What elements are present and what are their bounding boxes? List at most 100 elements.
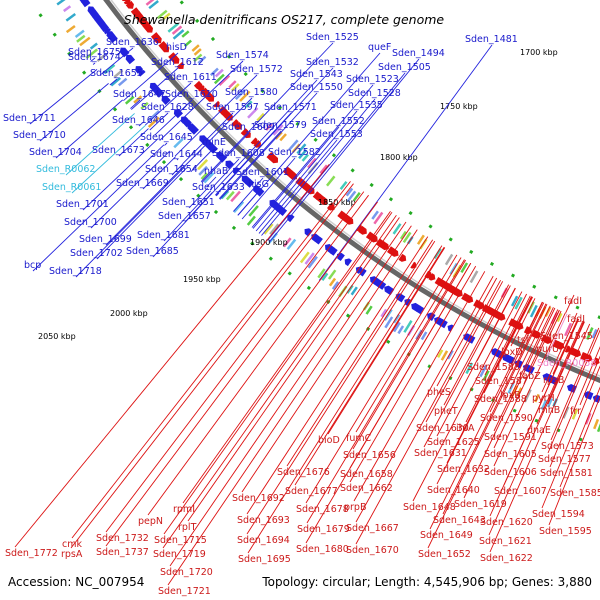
forward-gene-leader xyxy=(219,92,318,200)
reverse-gene-leader xyxy=(465,295,531,423)
forward-gene-leader xyxy=(75,165,186,278)
reverse-gene-leader xyxy=(349,265,477,483)
reverse-gene-leader xyxy=(488,321,585,536)
reverse-gene-leader xyxy=(552,318,579,375)
forward-gene-label: Sden_1711 xyxy=(3,113,56,124)
genome-backbone xyxy=(103,0,600,384)
forward-gene-label: Sden_1574 xyxy=(216,50,269,61)
forward-gene-label: Sden_1553 xyxy=(310,129,363,140)
forward-gene-leader xyxy=(142,156,176,190)
reverse-cds xyxy=(218,105,227,115)
reverse-cog-band xyxy=(307,157,317,169)
kbp-label: 1900 kbp xyxy=(250,238,288,247)
forward-gene-leader xyxy=(163,190,212,242)
forward-cog-band xyxy=(286,238,297,250)
reverse-cog-band xyxy=(256,112,265,122)
forward-gene-label: Sden_1535 xyxy=(330,100,383,111)
forward-cog-band xyxy=(56,0,68,6)
forward-gene-leader xyxy=(174,74,258,157)
reverse-gene-label: pepN xyxy=(138,516,163,527)
forward-gene-label: Sden_1525 xyxy=(306,32,359,43)
reverse-cog-band xyxy=(514,296,523,310)
reverse-gene-leader xyxy=(436,277,498,387)
forward-cds xyxy=(325,244,336,254)
rna-gene-label: Sden_R0062 xyxy=(36,164,95,175)
reverse-cog-band xyxy=(247,107,259,119)
reverse-cog-band xyxy=(231,83,240,92)
forward-cog-band xyxy=(76,34,86,43)
forward-cds xyxy=(87,6,95,14)
forward-cds xyxy=(199,135,209,145)
reverse-gene-label: tsf xyxy=(517,335,530,346)
forward-cog-band xyxy=(197,158,209,171)
forward-cog-band xyxy=(113,69,124,79)
pseudo-gene-leader xyxy=(546,313,568,358)
reverse-gene-leader xyxy=(547,329,600,454)
forward-cog-band xyxy=(246,215,256,226)
forward-cog-band xyxy=(331,281,340,290)
forward-gene-label: hisG xyxy=(248,179,269,190)
reverse-cds xyxy=(213,100,220,108)
forward-gene-leader xyxy=(92,62,96,65)
forward-gene-leader xyxy=(190,147,215,173)
forward-gene-label: Sden_1681 xyxy=(137,230,190,241)
forward-cog-band xyxy=(534,393,540,403)
backbone-shadow xyxy=(110,0,600,377)
reverse-cog-band xyxy=(279,133,287,142)
rna-gene-label: Sden_R0061 xyxy=(42,182,101,193)
forward-cog-band xyxy=(516,387,523,396)
reverse-gene-label: Sden_1622 xyxy=(480,553,533,564)
reverse-gene-leader xyxy=(541,317,577,393)
reverse-gene-label: Sden_1590 xyxy=(480,413,533,424)
reverse-gene-leader xyxy=(247,245,443,554)
reverse-cog-band xyxy=(371,210,379,220)
rna-gene-leader xyxy=(65,113,135,176)
forward-gene-leader xyxy=(105,165,185,246)
forward-gene-leader xyxy=(131,67,179,110)
reverse-gene-leader xyxy=(545,310,562,344)
reverse-gene-leader xyxy=(355,257,462,433)
reverse-gene-leader xyxy=(105,194,369,547)
reverse-cog-band xyxy=(234,89,246,100)
reverse-gene-label: Sden_1732 xyxy=(96,533,149,544)
label-leader-lines xyxy=(14,42,600,586)
reverse-gene-label: Sden_1625 xyxy=(427,437,480,448)
reverse-gene-label: Sden_1658 xyxy=(340,469,393,480)
forward-gene-leader xyxy=(29,69,98,125)
forward-cog-band xyxy=(74,29,85,38)
reverse-gene-leader xyxy=(353,271,486,502)
reverse-cog-band xyxy=(392,223,402,235)
forward-gene-leader xyxy=(218,130,282,200)
reverse-gene-label: Sden_1631 xyxy=(414,448,467,459)
reverse-cog-band xyxy=(416,234,425,245)
reverse-gene-label: Sden_1694 xyxy=(237,535,290,546)
forward-gene-label: Sden_1580 xyxy=(225,87,278,98)
reverse-gene-label: Sden_1676 xyxy=(277,467,330,478)
forward-cds xyxy=(287,214,295,223)
forward-cds xyxy=(173,109,183,119)
forward-gene-leader xyxy=(164,142,168,146)
kbp-label: 1750 kbp xyxy=(440,102,478,111)
forward-cds xyxy=(135,66,144,74)
forward-gene-label: Sden_1674 xyxy=(68,52,121,63)
forward-gene-label: Sden_1523 xyxy=(346,74,399,85)
kbp-label: 1950 kbp xyxy=(183,275,221,284)
reverse-gene-leader xyxy=(579,355,600,406)
forward-cog-band xyxy=(200,172,209,180)
reverse-cog-band xyxy=(265,123,273,131)
reverse-gene-label: Sden_1607 xyxy=(494,486,547,497)
reverse-gene-leader xyxy=(509,305,551,390)
forward-gene-label: Sden_1552 xyxy=(312,116,365,127)
reverse-gene-leader xyxy=(182,210,391,504)
reverse-cds xyxy=(337,210,346,219)
reverse-gene-leader xyxy=(484,293,528,376)
forward-gene-label: Sden_1710 xyxy=(13,130,66,141)
forward-gene-label: Sden_1685 xyxy=(126,246,179,257)
reverse-cds xyxy=(169,54,180,64)
forward-gene-label: Sden_1481 xyxy=(465,34,518,45)
reverse-cog-band xyxy=(228,80,237,89)
forward-cds xyxy=(149,82,159,92)
reverse-cog-band xyxy=(529,304,538,318)
forward-cog-band xyxy=(446,349,454,360)
forward-gene-leader xyxy=(171,163,184,176)
